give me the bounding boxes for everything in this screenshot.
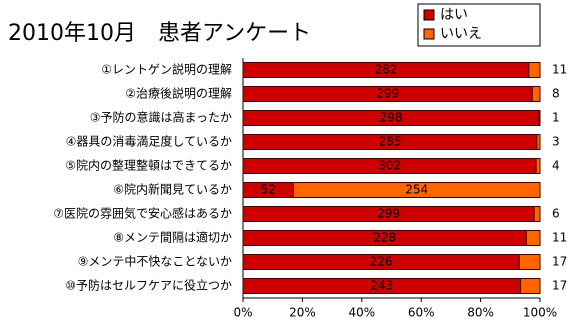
y-tick-label: ⑥院内新聞見ているか <box>113 182 232 197</box>
bar-segment <box>528 62 541 78</box>
data-label: 1 <box>552 111 560 125</box>
data-label: 17 <box>552 255 567 269</box>
data-label: 299 <box>377 207 400 221</box>
data-label: 11 <box>552 231 567 245</box>
bar-segment <box>531 86 541 102</box>
data-label: 243 <box>370 279 393 293</box>
y-tick-label: ⑨メンテ中不快なことないか <box>78 254 232 269</box>
y-tick-label: ⑩予防はセルフケアに役立つか <box>65 278 232 293</box>
legend-swatch <box>423 9 435 21</box>
y-tick-label: ⑤院内の整理整頓はできてるか <box>65 158 232 173</box>
y-tick-label: ⑦医院の雰囲気で安心感はあるか <box>53 206 232 221</box>
data-label: 282 <box>374 63 397 77</box>
data-label: 285 <box>379 135 402 149</box>
data-label: 254 <box>405 183 428 197</box>
legend-label: いいえ <box>440 26 482 42</box>
legend-label: はい <box>440 7 468 23</box>
data-label: 52 <box>261 183 276 197</box>
legend-swatch <box>423 28 435 40</box>
bar-segment <box>518 254 541 270</box>
bar-segment <box>533 206 541 222</box>
x-tick-label: 60% <box>408 306 435 320</box>
y-tick-label: ④器具の消毒満足度しているか <box>66 134 232 149</box>
bar-segment <box>535 158 541 174</box>
x-tick-label: 80% <box>467 306 494 320</box>
bar-segment <box>520 278 541 294</box>
data-label: 6 <box>552 207 560 221</box>
legend-box <box>417 3 541 47</box>
bar-segment <box>536 134 541 150</box>
data-label: 11 <box>552 63 567 77</box>
data-label: 228 <box>373 231 396 245</box>
chart-title: 2010年10月 患者アンケート <box>8 21 311 46</box>
bar-segment <box>525 230 541 246</box>
x-tick-label: 0% <box>233 306 252 320</box>
y-tick-label: ②治療後説明の理解 <box>125 86 232 101</box>
data-label: 298 <box>380 111 403 125</box>
data-label: 4 <box>552 159 560 173</box>
data-label: 17 <box>552 279 567 293</box>
data-label: 226 <box>370 255 393 269</box>
bar-segment <box>292 182 541 198</box>
x-tick-label: 40% <box>348 306 375 320</box>
data-label: 8 <box>552 87 560 101</box>
y-tick-label: ①レントゲン説明の理解 <box>101 62 232 77</box>
x-tick-label: 100% <box>523 306 557 320</box>
data-label: 3 <box>552 135 560 149</box>
y-tick-label: ③予防の意識は高まったか <box>90 110 232 125</box>
x-tick-label: 20% <box>289 306 316 320</box>
data-label: 299 <box>376 87 399 101</box>
bar-segment <box>538 110 541 126</box>
y-tick-label: ⑧メンテ間隔は適切か <box>113 230 232 245</box>
data-label: 302 <box>378 159 401 173</box>
